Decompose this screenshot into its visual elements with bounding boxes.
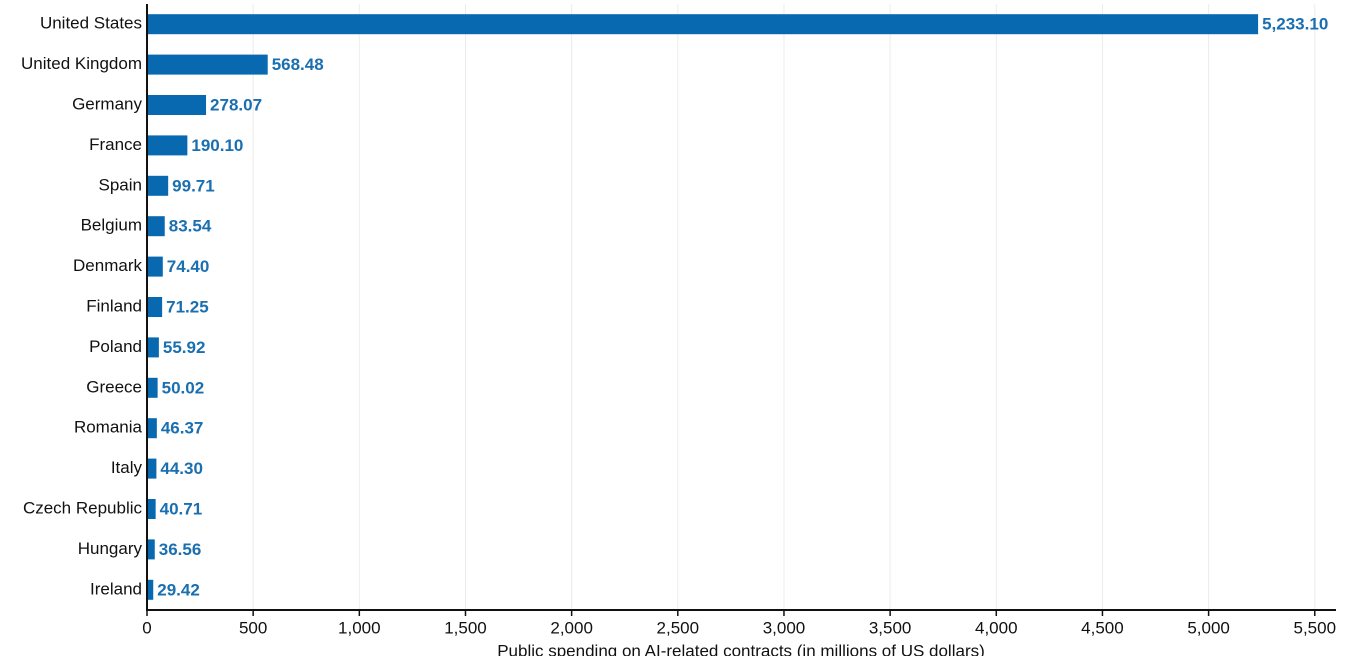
value-label: 83.54	[169, 217, 212, 236]
y-tick-label: Denmark	[73, 256, 142, 275]
y-tick-label: Finland	[86, 296, 142, 315]
x-axis-title: Public spending on AI-related contracts …	[497, 641, 985, 656]
value-label: 190.10	[191, 136, 243, 155]
value-label: 46.37	[161, 419, 204, 438]
x-tick-label: 1,500	[444, 618, 487, 637]
x-tick-label: 3,000	[763, 618, 806, 637]
bar	[147, 499, 156, 519]
bar	[147, 297, 163, 317]
x-tick-label: 500	[239, 618, 267, 637]
y-tick-label: Greece	[86, 377, 142, 396]
bar	[147, 337, 159, 358]
y-tick-label: United States	[40, 14, 142, 33]
x-tick-label: 1,000	[338, 618, 381, 637]
bar	[147, 458, 157, 479]
value-label: 55.92	[163, 338, 206, 357]
y-tick-label: Belgium	[81, 216, 142, 235]
bar	[147, 216, 165, 237]
y-tick-label: Italy	[111, 458, 143, 477]
y-tick-label: United Kingdom	[21, 54, 142, 73]
x-tick-label: 4,500	[1081, 618, 1124, 637]
value-label: 44.30	[160, 459, 203, 478]
bars	[147, 14, 1259, 600]
x-tick-label: 3,500	[869, 618, 912, 637]
y-tick-label: Spain	[99, 175, 142, 194]
x-tick-label: 5,000	[1187, 618, 1230, 637]
x-tick-label: 2,500	[657, 618, 700, 637]
value-label: 71.25	[166, 297, 209, 316]
grid	[146, 4, 1316, 610]
y-tick-label: Ireland	[90, 579, 142, 598]
value-label: 5,233.10	[1262, 15, 1328, 34]
x-tick-label: 0	[142, 618, 151, 637]
bar	[147, 175, 169, 196]
bar	[147, 95, 207, 115]
y-tick-label: Romania	[74, 418, 143, 437]
y-tick-label: Poland	[89, 337, 142, 356]
y-tick-label: France	[89, 135, 142, 154]
value-label: 50.02	[162, 378, 205, 397]
value-label: 36.56	[159, 540, 202, 559]
x-tick-label: 2,000	[550, 618, 593, 637]
bar	[147, 418, 157, 439]
value-label: 29.42	[157, 580, 200, 599]
bar	[147, 135, 188, 156]
bar	[147, 256, 163, 277]
value-label: 278.07	[210, 95, 262, 114]
bar	[147, 539, 155, 560]
value-label: 568.48	[272, 55, 324, 74]
value-label: 74.40	[167, 257, 210, 276]
bar	[147, 579, 154, 600]
bar	[147, 377, 158, 398]
y-tick-label: Germany	[72, 94, 142, 113]
bar	[147, 54, 268, 75]
value-label: 40.71	[160, 499, 203, 518]
bar	[147, 14, 1259, 35]
y-tick-label: Czech Republic	[23, 498, 143, 517]
value-label: 99.71	[172, 176, 215, 195]
y-tick-label: Hungary	[78, 539, 143, 558]
x-tick-label: 5,500	[1293, 618, 1336, 637]
x-tick-label: 4,000	[975, 618, 1018, 637]
